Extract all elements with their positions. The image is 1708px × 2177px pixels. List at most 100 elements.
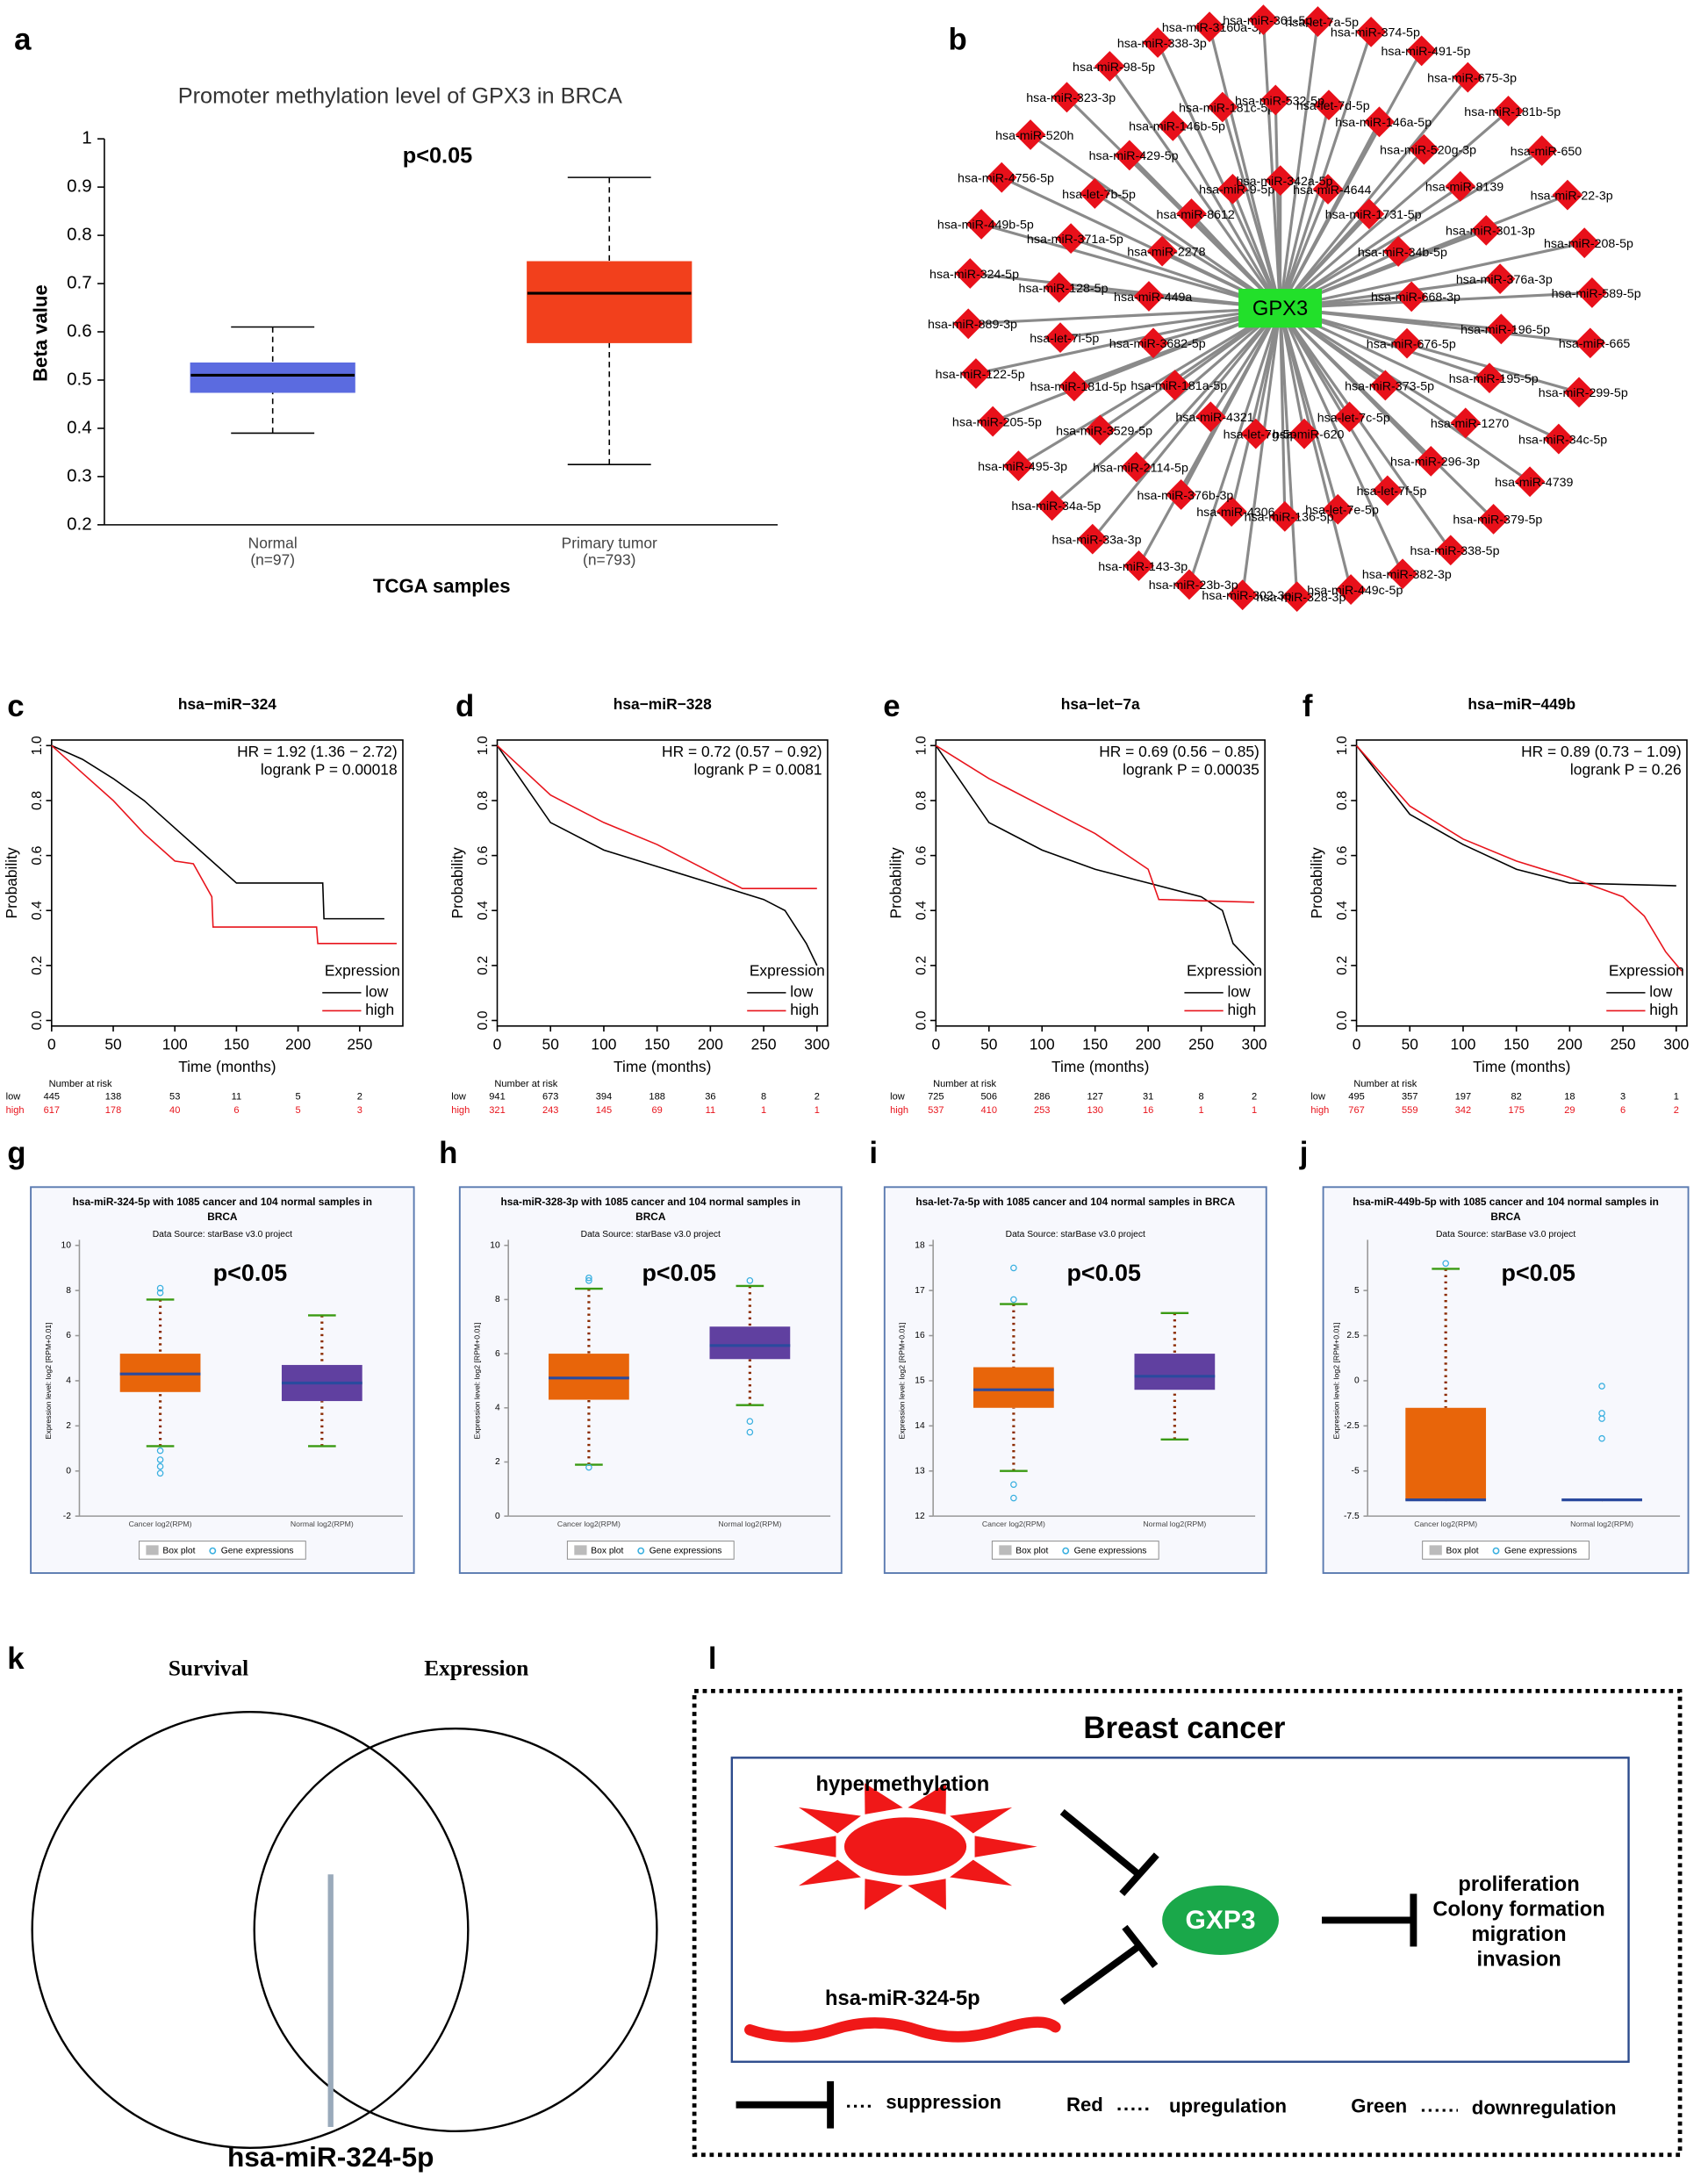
y-tick-label: 16 [915,1331,925,1340]
network-node-label: hsa-let-7b-5p [1062,188,1136,202]
model-title: Breast cancer [1083,1712,1286,1745]
network-node [1406,35,1438,67]
sun-ray [773,1836,836,1857]
network-node [1435,535,1467,566]
network-node-label: hsa-miR-146b-5p [1129,120,1225,134]
network-node [1450,407,1482,439]
network-node-label: hsa-miR-98-5p [1073,61,1155,75]
risk-row-label: low [890,1091,906,1102]
y-tick-label: 15 [915,1376,925,1386]
outlier [156,1289,164,1297]
venn-set-label: Survival [169,1656,248,1681]
chart-title: hsa−miR−449b [1468,695,1575,713]
risk-value: 1 [761,1105,766,1116]
risk-title: Number at risk [49,1079,112,1089]
annotation: p<0.05 [213,1260,287,1286]
annotation: logrank P = 0.26 [1570,760,1682,778]
sun-ray [865,1879,903,1910]
network-node-label: hsa-miR-376a-3p [1456,273,1553,287]
network-node [1207,91,1238,123]
network-edge [1261,19,1282,309]
network-node [1217,173,1248,205]
network-edge [1279,121,1381,309]
y-tick-label: 6 [66,1331,71,1340]
y-tick-label: 0.4 [30,901,45,920]
venn-set-label: Expression [424,1656,528,1681]
risk-value: 31 [1143,1091,1153,1102]
network-node-label: hsa-let-7i-5p [1030,332,1099,346]
x-tick-label: Cancer log2(RPM) [557,1520,621,1528]
risk-value: 673 [542,1091,558,1102]
y-tick-label: 2.5 [1346,1331,1360,1340]
network-edge [1230,307,1282,512]
network-node [1408,133,1439,165]
panel-label: k [7,1642,25,1676]
x-tick-label: 0 [493,1036,502,1053]
y-tick-label: 10 [61,1240,72,1250]
risk-value: 11 [706,1105,715,1116]
survival-curve [51,744,397,945]
target-label: GXP3 [1185,1906,1255,1935]
legend-label: Gene expressions [221,1546,294,1556]
y-tick-label: -5 [1352,1466,1360,1476]
y-tick-label: 10 [490,1240,500,1250]
network-node [1563,377,1595,408]
outlier [156,1447,164,1455]
network-node [1146,235,1178,267]
network-node-label: hsa-miR-9-5p [1199,183,1274,198]
model-box [730,1757,1630,2063]
risk-value: 286 [1034,1091,1050,1102]
risk-value: 36 [705,1091,715,1102]
x-axis-label: Time (months) [178,1058,276,1075]
outlier [1010,1481,1017,1488]
network-node-label: hsa-miR-665 [1559,337,1630,351]
annotation: p<0.05 [1066,1260,1140,1286]
sun-ray [950,1807,1013,1834]
plot-frame [496,739,829,1027]
y-tick-label: 2 [66,1421,71,1431]
sun-ray [974,1836,1037,1857]
network-edge [975,306,1281,376]
network-node-label: hsa-miR-208-5p [1544,237,1633,251]
network-edge [1135,307,1281,469]
legend-title: Expression [325,962,400,980]
risk-value: 82 [1511,1091,1522,1102]
x-tick-label: 0 [931,1036,940,1053]
network-node-label: hsa-miR-181a-5p [1130,379,1227,393]
risk-title: Number at risk [1353,1079,1417,1089]
outlier [585,1277,592,1284]
network-node-label: hsa-miR-1270 [1431,417,1509,431]
risk-value: 725 [928,1091,944,1102]
network-node-label: hsa-let-7f-5p [1357,485,1427,499]
risk-value: 130 [1087,1105,1102,1116]
risk-value: 3 [1620,1091,1625,1102]
network-edge [1208,26,1282,309]
y-tick-label: 13 [915,1466,925,1476]
risk-value: 1 [1199,1105,1204,1116]
y-tick-label: 0.4 [915,901,929,920]
outlier [1598,1383,1605,1390]
box [709,1326,791,1360]
risk-value: 2 [1674,1105,1679,1116]
sun-ray [908,1879,946,1910]
y-tick-label: 0.8 [476,791,491,810]
network-node-label: hsa-miR-429-5p [1089,149,1179,163]
network-node-label: hsa-miR-373-5p [1345,379,1434,393]
network-node [1094,51,1125,82]
survival-curve [496,744,817,889]
plot-frame [51,739,404,1027]
legend-title: Expression [1187,962,1262,980]
risk-row-label: high [6,1105,25,1116]
legend-swatch [637,1547,645,1555]
network-node-label: hsa-miR-589-5p [1552,287,1641,301]
network-node [1157,111,1188,141]
network-node-label: hsa-miR-34a-5p [1011,499,1101,514]
x-tick-label: 50 [1402,1036,1418,1053]
network-edge [1231,188,1282,309]
risk-value: 2 [815,1091,820,1102]
network-node-label: hsa-miR-338-5p [1410,544,1500,558]
outlier [746,1418,754,1425]
y-tick-label: 1 [82,128,91,148]
network-edge [1017,306,1281,468]
x-tick-label: 300 [1663,1036,1689,1053]
